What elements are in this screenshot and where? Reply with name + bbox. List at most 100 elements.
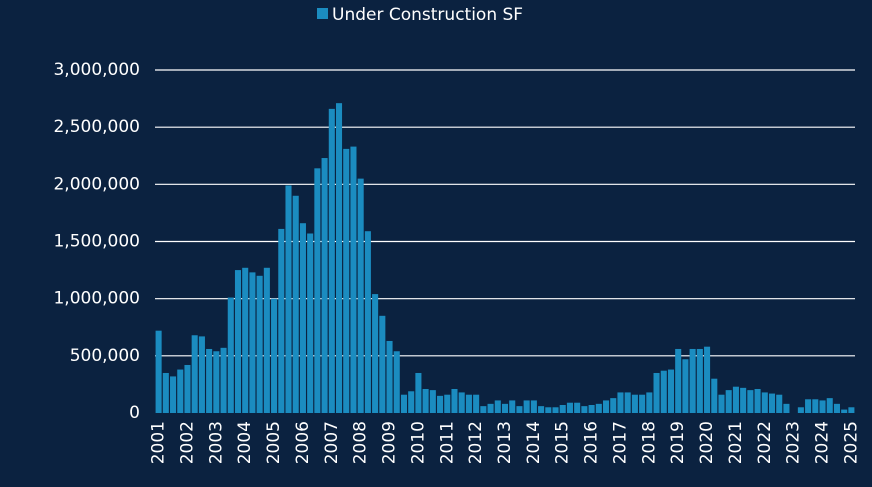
bar — [501, 403, 509, 413]
x-tick-label: 2022 — [755, 421, 775, 464]
bar — [747, 390, 754, 413]
x-tick-label: 2011 — [437, 421, 457, 464]
bar — [718, 394, 725, 413]
bar — [278, 228, 285, 413]
x-tick-label: 2004 — [235, 421, 255, 464]
bar — [617, 392, 624, 413]
y-tick-label: 0 — [129, 403, 140, 423]
bar — [783, 403, 790, 413]
bar — [826, 398, 833, 413]
bar — [437, 395, 444, 413]
x-tick-label: 2018 — [639, 421, 659, 464]
x-tick-label: 2025 — [841, 421, 861, 464]
x-tick-label: 2003 — [206, 421, 226, 464]
bar — [372, 294, 379, 413]
x-tick-label: 2017 — [610, 421, 630, 464]
bar — [595, 403, 602, 413]
x-tick-label: 2024 — [813, 421, 833, 464]
x-tick-label: 2007 — [322, 421, 342, 464]
bar — [415, 372, 422, 413]
bar — [682, 359, 689, 413]
bar — [206, 348, 213, 413]
bar — [249, 272, 256, 413]
bar — [509, 400, 516, 413]
bar — [523, 400, 530, 413]
bar — [487, 403, 494, 413]
x-tick-label: 2019 — [668, 421, 688, 464]
x-tick-label: 2006 — [293, 421, 313, 464]
bar — [552, 407, 559, 413]
bar — [797, 407, 804, 413]
bar — [689, 348, 696, 413]
bar — [227, 297, 234, 413]
bar — [465, 394, 472, 413]
x-tick-label: 2002 — [177, 421, 197, 464]
x-tick-label: 2001 — [149, 421, 169, 464]
x-tick-label: 2010 — [408, 421, 428, 464]
x-tick-label: 2023 — [784, 421, 804, 464]
bar — [357, 178, 364, 413]
bar — [429, 390, 436, 413]
bar — [263, 267, 270, 413]
bar — [271, 298, 278, 413]
bar — [566, 402, 573, 413]
bar — [754, 388, 761, 413]
bar — [473, 394, 480, 413]
bar — [162, 372, 169, 413]
bar — [321, 158, 328, 413]
bar — [198, 336, 205, 413]
bar — [480, 406, 487, 413]
x-tick-label: 2005 — [264, 421, 284, 464]
bar — [220, 347, 227, 413]
bar — [314, 168, 321, 413]
bar — [696, 348, 703, 413]
bar — [740, 387, 747, 413]
x-tick-label: 2020 — [697, 421, 717, 464]
x-tick-label: 2021 — [726, 421, 746, 464]
bar — [545, 407, 552, 413]
bar — [184, 364, 191, 413]
bar — [610, 398, 617, 413]
bar — [292, 195, 299, 413]
bar — [660, 370, 667, 413]
bar — [422, 388, 429, 413]
bar — [639, 394, 646, 413]
bar — [213, 351, 220, 413]
bar — [581, 406, 588, 413]
y-tick-label: 500,000 — [70, 346, 140, 366]
bar — [393, 351, 400, 413]
legend-swatch — [317, 8, 328, 19]
x-tick-label: 2015 — [553, 421, 573, 464]
bar — [841, 409, 848, 413]
bar — [588, 404, 595, 413]
bar — [451, 388, 458, 413]
x-tick-label: 2008 — [351, 421, 371, 464]
bar — [768, 393, 776, 413]
bar — [574, 402, 581, 413]
x-tick-label: 2012 — [466, 421, 486, 464]
bar — [833, 403, 840, 413]
bar — [494, 400, 501, 413]
bar — [667, 369, 675, 413]
y-tick-label: 2,000,000 — [53, 174, 140, 194]
y-tick-label: 2,500,000 — [53, 117, 140, 137]
bar — [732, 386, 739, 413]
bar — [653, 372, 660, 413]
bar — [725, 390, 732, 413]
bar — [408, 391, 415, 413]
bar — [631, 394, 638, 413]
bar — [704, 346, 711, 413]
legend-label: Under Construction SF — [332, 5, 523, 25]
bar — [819, 400, 826, 413]
bar — [675, 348, 682, 413]
bar — [350, 146, 357, 413]
bar — [458, 392, 465, 413]
bar — [343, 148, 350, 413]
bar — [328, 108, 335, 413]
bar — [530, 400, 537, 413]
bar — [285, 185, 292, 413]
bar — [386, 340, 393, 413]
y-tick-label: 1,500,000 — [53, 232, 140, 252]
bar — [335, 103, 343, 413]
bar — [444, 394, 451, 413]
